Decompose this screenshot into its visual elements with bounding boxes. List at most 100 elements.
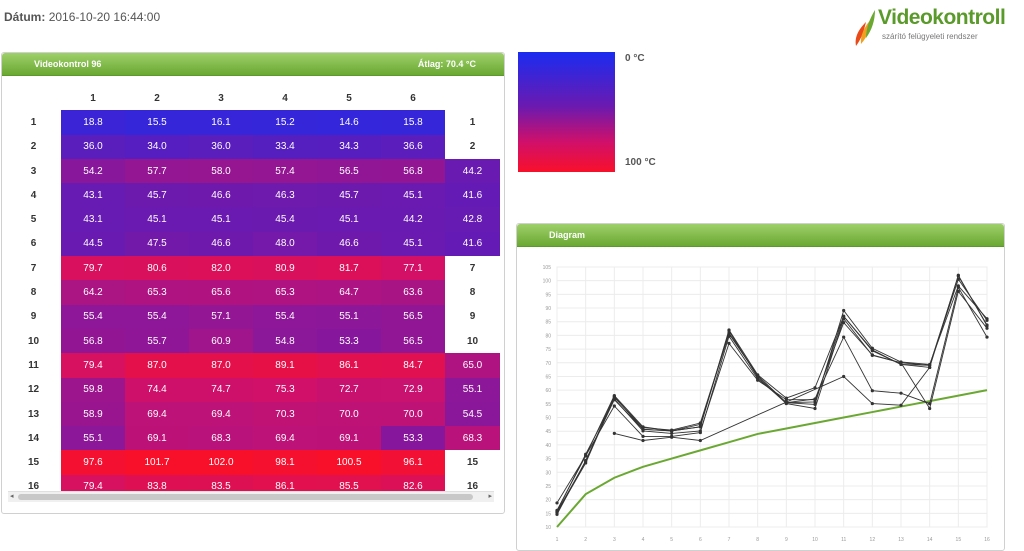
y-tick-label: 50 — [545, 416, 551, 422]
column-header: 1 — [90, 92, 96, 104]
series-point — [956, 277, 960, 281]
table-row: 9 55.4 55.4 57.1 55.4 55.1 56.5 9 — [6, 304, 500, 329]
temperature-cell: 45.1 — [125, 207, 189, 232]
temperature-cell: 86.1 — [317, 353, 381, 378]
logo-name: Videokontroll — [878, 6, 1006, 29]
row-label-right: 2 — [445, 134, 500, 159]
temperature-cell: 55.4 — [253, 304, 317, 329]
series-point — [698, 429, 702, 433]
temperature-cell: 60.9 — [189, 328, 253, 354]
table-row: 1 18.8 15.5 16.1 15.2 14.6 15.8 1 — [6, 110, 500, 135]
logo: Videokontroll szárító felügyeleti rendsz… — [852, 6, 1022, 48]
y-tick-label: 75 — [545, 347, 551, 353]
temperature-cell: 89.1 — [253, 353, 317, 378]
temperature-cell: 45.7 — [317, 183, 381, 208]
temperature-cell: 65.6 — [189, 280, 253, 305]
row-label: 15 — [27, 457, 40, 469]
row-label: 8 — [30, 287, 37, 299]
temperature-cell: 56.8 — [381, 158, 445, 184]
temperature-cell: 57.7 — [125, 158, 189, 184]
grid-scroll-area[interactable]: 1 2 3 4 5 6 1 18.8 15.5 16.1 15.2 14.6 15.8 1 2 36.0 34.… — [6, 86, 500, 499]
series-point — [784, 398, 788, 402]
series-point — [928, 363, 932, 367]
table-row: 10 56.8 55.7 60.9 54.8 53.3 56.5 10 — [6, 328, 500, 354]
series-point — [928, 406, 932, 411]
series-point — [698, 438, 702, 443]
series-point — [670, 431, 674, 435]
temperature-cell: 48.0 — [253, 231, 317, 257]
temperature-cell: 15.8 — [381, 110, 445, 135]
x-tick-label: 13 — [898, 537, 904, 543]
grid-panel: Videokontrol 96 Átlag: 70.4 °C 1 2 3 4 5 6 1 18… — [1, 52, 505, 514]
temperature-cell: 84.7 — [381, 353, 445, 378]
temperature-cell: 36.0 — [61, 134, 125, 159]
temperature-cell: 55.1 — [445, 377, 500, 402]
y-tick-label: 70 — [545, 361, 551, 367]
series-point — [756, 378, 760, 382]
date-value: 2016-10-20 16:44:00 — [48, 10, 161, 24]
series-point — [899, 361, 903, 365]
scroll-left-icon[interactable]: ◂ — [10, 493, 14, 500]
temperature-cell: 59.8 — [61, 377, 125, 402]
scroll-thumb[interactable] — [18, 494, 473, 500]
series-point — [670, 435, 674, 439]
y-tick-label: 40 — [545, 443, 551, 449]
x-tick-label: 10 — [812, 537, 818, 543]
temperature-cell: 70.3 — [253, 401, 317, 427]
series-point — [956, 273, 960, 277]
series-point — [985, 335, 989, 339]
series-point — [870, 389, 874, 393]
series-point — [870, 346, 874, 350]
temperature-cell: 44.2 — [445, 158, 500, 184]
temperature-cell: 16.1 — [189, 110, 253, 135]
diagram-panel: Diagram 10 15 20 25 30 35 40 45 50 55 60 65 70 75 80 85… — [516, 223, 1005, 551]
row-label: 10 — [27, 335, 40, 347]
table-row: 8 64.2 65.3 65.6 65.3 64.7 63.6 8 — [6, 280, 500, 305]
grid-extra-header — [445, 86, 500, 110]
series-point — [727, 329, 731, 333]
table-row: 3 54.2 57.7 58.0 57.4 56.5 56.8 44.2 — [6, 158, 500, 184]
series-point — [842, 320, 846, 325]
table-row: 6 44.5 47.5 46.6 48.0 46.6 45.1 41.6 — [6, 231, 500, 257]
x-tick-label: 2 — [584, 537, 587, 543]
temperature-cell: 87.0 — [189, 353, 253, 378]
series-point — [555, 501, 559, 505]
color-legend — [518, 52, 615, 172]
temperature-cell: 55.1 — [61, 426, 125, 451]
column-header: 2 — [154, 92, 160, 104]
temperature-cell: 58.9 — [61, 401, 125, 427]
y-tick-label: 45 — [545, 429, 551, 435]
temperature-cell: 41.6 — [445, 183, 500, 208]
series-point — [928, 365, 932, 370]
table-row: 5 43.1 45.1 45.1 45.4 45.1 44.2 42.8 — [6, 207, 500, 232]
date-label: Dátum: — [4, 10, 46, 24]
row-label: 16 — [27, 481, 40, 493]
scroll-right-icon[interactable]: ▸ — [488, 493, 492, 500]
temperature-cell: 55.7 — [125, 328, 189, 354]
series-point — [870, 401, 874, 406]
grid-panel-header: Videokontrol 96 Átlag: 70.4 °C — [2, 53, 504, 76]
x-tick-label: 6 — [699, 537, 702, 543]
x-tick-label: 1 — [556, 537, 559, 543]
temperature-cell: 80.9 — [253, 256, 317, 281]
temperature-cell: 57.4 — [253, 158, 317, 184]
x-tick-label: 16 — [984, 537, 990, 543]
y-tick-label: 10 — [545, 525, 551, 531]
row-label: 5 — [30, 214, 37, 226]
temperature-cell: 65.0 — [445, 353, 500, 378]
temperature-cell: 69.4 — [253, 426, 317, 451]
temperature-cell: 45.1 — [317, 207, 381, 232]
series-point — [813, 398, 817, 402]
series-point — [870, 353, 874, 357]
temperature-cell: 53.3 — [317, 328, 381, 354]
temperature-cell: 45.7 — [125, 183, 189, 208]
temperature-cell: 14.6 — [317, 110, 381, 135]
series-point — [641, 434, 645, 439]
average-value: Átlag: 70.4 °C — [417, 59, 476, 69]
temperature-cell: 34.0 — [125, 134, 189, 159]
horizontal-scrollbar[interactable]: ◂ ▸ — [8, 491, 494, 502]
column-header: 4 — [282, 92, 288, 104]
table-row: 2 36.0 34.0 36.0 33.4 34.3 36.6 2 — [6, 134, 500, 159]
temperature-cell: 69.4 — [125, 401, 189, 427]
diagram-panel-header: Diagram — [517, 224, 1004, 247]
